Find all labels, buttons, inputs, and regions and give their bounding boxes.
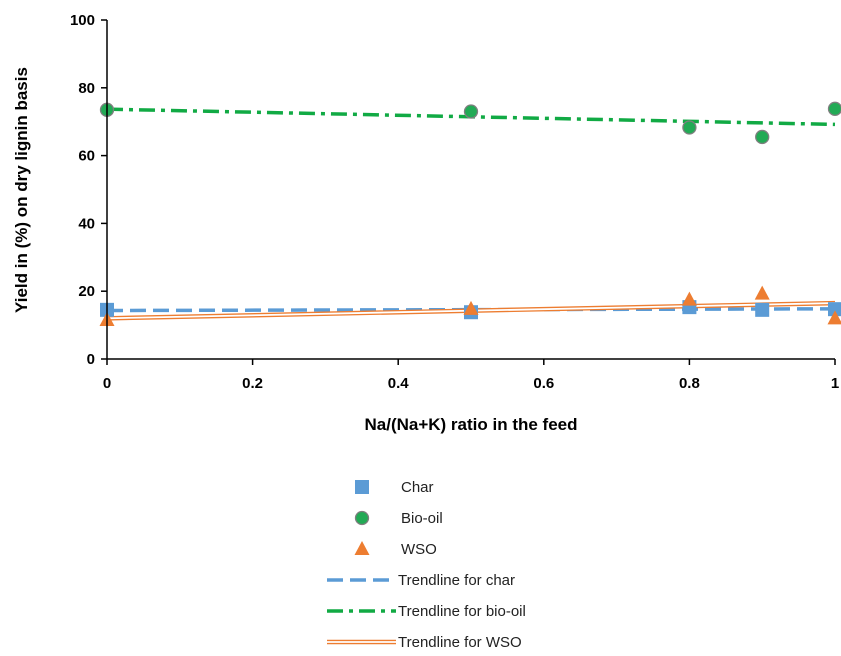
legend-item: Trendline for WSO (327, 634, 522, 651)
legend-item: WSO (355, 541, 437, 558)
data-point-char (755, 303, 769, 317)
y-tick-label: 40 (78, 215, 95, 232)
y-tick-label: 60 (78, 148, 95, 165)
x-tick-label: 1 (831, 375, 839, 392)
plot-area (100, 102, 841, 326)
legend-marker (356, 512, 369, 525)
y-tick-label: 80 (78, 80, 95, 97)
x-tick-label: 0.8 (679, 375, 700, 392)
x-axis-title: Na/(Na+K) ratio in the feed (364, 415, 577, 434)
data-point-bio-oil (756, 130, 769, 143)
x-tick-label: 0.4 (388, 375, 410, 392)
y-tick-label: 0 (87, 351, 95, 368)
legend-label: Trendline for WSO (398, 634, 522, 651)
y-axis-title: Yield in (%) on dry lignin basis (12, 67, 31, 313)
legend-label: Char (401, 479, 434, 496)
data-point-wso (755, 286, 770, 300)
legend-marker (355, 480, 369, 494)
legend-marker (355, 541, 370, 555)
legend-item: Trendline for char (327, 572, 515, 589)
y-tick-label: 100 (70, 12, 95, 29)
y-tick-label: 20 (78, 283, 95, 300)
legend: Char Bio-oil WSO Trendline for char Trendlin… (327, 479, 526, 651)
data-point-bio-oil (683, 121, 696, 134)
legend-item: Trendline for bio-oil (327, 603, 526, 620)
data-point-bio-oil (829, 102, 841, 115)
legend-label: Trendline for bio-oil (398, 603, 526, 620)
data-point-bio-oil (465, 105, 478, 118)
data-point-wso (682, 292, 697, 306)
legend-item: Bio-oil (356, 510, 443, 527)
legend-label: Trendline for char (398, 572, 515, 589)
x-tick-label: 0.6 (533, 375, 554, 392)
x-tick-label: 0 (103, 375, 111, 392)
legend-label: WSO (401, 541, 437, 558)
x-tick-label: 0.2 (242, 375, 263, 392)
legend-label: Bio-oil (401, 510, 443, 527)
axes: 0 20 40 60 80 100 0 0.2 0.4 0.6 0.8 1 (70, 12, 839, 392)
legend-item: Char (355, 479, 434, 496)
